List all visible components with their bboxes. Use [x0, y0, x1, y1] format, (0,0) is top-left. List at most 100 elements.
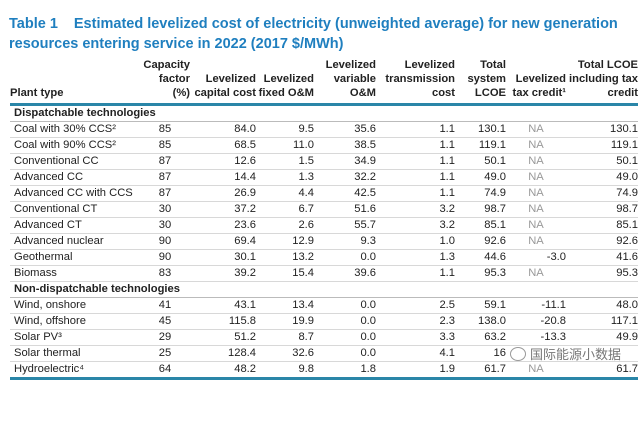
wechat-icon — [510, 346, 526, 361]
value-cell: 23.6 — [190, 217, 256, 234]
value-cell: 3.2 — [376, 217, 455, 234]
section-title: Dispatchable technologies — [10, 104, 638, 122]
value-cell: 13.2 — [256, 249, 314, 266]
plant-type-cell: Coal with 90% CCS² — [10, 137, 140, 154]
table-number: Table 1 — [9, 16, 58, 32]
value-cell: 9.5 — [256, 121, 314, 138]
table-row: Conventional CT 30 37.2 6.7 51.6 3.2 98.7 NA 98.… — [10, 201, 638, 218]
section-header: Dispatchable technologies — [10, 104, 638, 122]
value-cell: 30 — [140, 217, 190, 234]
value-cell: 41 — [140, 297, 190, 314]
value-cell — [566, 345, 638, 362]
value-cell: 32.2 — [314, 169, 376, 186]
value-cell: 55.7 — [314, 217, 376, 234]
value-cell: -13.3 — [506, 329, 566, 346]
value-cell: 42.5 — [314, 185, 376, 202]
value-cell: NA — [506, 137, 566, 154]
column-header: Levelized tax credit¹ — [506, 58, 566, 106]
value-cell: 64 — [140, 361, 190, 380]
value-cell: -11.1 — [506, 297, 566, 314]
value-cell: 51.2 — [190, 329, 256, 346]
value-cell: 8.7 — [256, 329, 314, 346]
value-cell: NA — [506, 185, 566, 202]
value-cell: 92.6 — [566, 233, 638, 250]
value-cell: 15.4 — [256, 265, 314, 282]
table-title: Table 1 Estimated levelized cost of elect… — [9, 14, 639, 54]
table-row: Solar PV³ 29 51.2 8.7 0.0 3.3 63.2 -13.3 49.9 — [10, 329, 638, 346]
value-cell: 25 — [140, 345, 190, 362]
value-cell: 85.1 — [455, 217, 506, 234]
value-cell: 38.5 — [314, 137, 376, 154]
value-cell: 12.6 — [190, 153, 256, 170]
value-cell: 128.4 — [190, 345, 256, 362]
table-row: Coal with 90% CCS² 85 68.5 11.0 38.5 1.1 119.1… — [10, 137, 638, 154]
value-cell: 1.5 — [256, 153, 314, 170]
value-cell: 1.3 — [376, 249, 455, 266]
value-cell: 1.1 — [376, 121, 455, 138]
value-cell: 74.9 — [566, 185, 638, 202]
value-cell: 0.0 — [314, 345, 376, 362]
value-cell: 87 — [140, 185, 190, 202]
value-cell: 50.1 — [566, 153, 638, 170]
value-cell: 37.2 — [190, 201, 256, 218]
value-cell: 119.1 — [566, 137, 638, 154]
table-row: Wind, onshore 41 43.1 13.4 0.0 2.5 59.1 -11.1 48… — [10, 297, 638, 314]
value-cell: 1.8 — [314, 361, 376, 380]
table-row: Wind, offshore 45 115.8 19.9 0.0 2.3 138.0 -20.… — [10, 313, 638, 330]
table-row: Advanced CC 87 14.4 1.3 32.2 1.1 49.0 NA 49.0 — [10, 169, 638, 186]
value-cell: 39.6 — [314, 265, 376, 282]
value-cell: 3.3 — [376, 329, 455, 346]
value-cell: 119.1 — [455, 137, 506, 154]
value-cell: 84.0 — [190, 121, 256, 138]
value-cell: 63.2 — [455, 329, 506, 346]
value-cell: -3.0 — [506, 249, 566, 266]
value-cell: 85.1 — [566, 217, 638, 234]
value-cell: 32.6 — [256, 345, 314, 362]
plant-type-cell: Advanced CC with CCS — [10, 185, 140, 202]
value-cell: 48.2 — [190, 361, 256, 380]
plant-type-cell: Biomass — [10, 265, 140, 282]
value-cell: NA — [506, 217, 566, 234]
table-row: Coal with 30% CCS² 85 84.0 9.5 35.6 1.1 130.1 N… — [10, 121, 638, 138]
value-cell: 1.1 — [376, 153, 455, 170]
value-cell: 0.0 — [314, 297, 376, 314]
value-cell: 130.1 — [455, 121, 506, 138]
value-cell: 92.6 — [455, 233, 506, 250]
column-header: Total system LCOE — [455, 58, 506, 106]
plant-type-cell: Advanced CT — [10, 217, 140, 234]
value-cell: 85 — [140, 121, 190, 138]
value-cell: 9.8 — [256, 361, 314, 380]
value-cell: 87 — [140, 169, 190, 186]
value-cell: NA — [506, 361, 566, 380]
plant-type-cell: Solar PV³ — [10, 329, 140, 346]
column-header: Levelized transmission cost — [376, 58, 455, 106]
value-cell: 95.3 — [455, 265, 506, 282]
value-cell: 12.9 — [256, 233, 314, 250]
value-cell: 1.3 — [256, 169, 314, 186]
value-cell: 51.6 — [314, 201, 376, 218]
value-cell: 4.1 — [376, 345, 455, 362]
value-cell: NA — [506, 169, 566, 186]
value-cell: 74.9 — [455, 185, 506, 202]
value-cell: 138.0 — [455, 313, 506, 330]
value-cell: 2.3 — [376, 313, 455, 330]
value-cell: 4.4 — [256, 185, 314, 202]
value-cell: 3.2 — [376, 201, 455, 218]
column-header: Levelized capital cost — [190, 58, 256, 106]
value-cell: 35.6 — [314, 121, 376, 138]
value-cell: -20.8 — [506, 313, 566, 330]
column-header: Plant type — [10, 58, 140, 106]
value-cell: 117.1 — [566, 313, 638, 330]
value-cell: 16 — [455, 345, 506, 362]
value-cell: 69.4 — [190, 233, 256, 250]
section-title: Non-dispatchable technologies — [10, 281, 638, 298]
value-cell: 115.8 — [190, 313, 256, 330]
plant-type-cell: Conventional CT — [10, 201, 140, 218]
value-cell: 2.5 — [376, 297, 455, 314]
value-cell: 0.0 — [314, 329, 376, 346]
value-cell: 44.6 — [455, 249, 506, 266]
plant-type-cell: Wind, onshore — [10, 297, 140, 314]
value-cell: 30 — [140, 201, 190, 218]
header-row: Plant type Capacity factor (%) Levelized c… — [10, 58, 638, 106]
watermark-text: 国际能源小数据 — [530, 347, 622, 362]
